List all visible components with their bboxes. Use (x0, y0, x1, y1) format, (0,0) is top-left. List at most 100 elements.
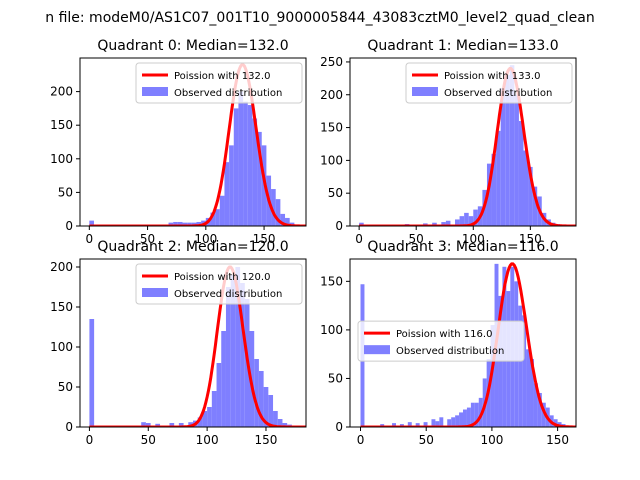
y-tick-label: 150 (50, 118, 73, 132)
legend: Poission with 132.0 Observed distribution (135, 62, 303, 104)
histogram-bar (532, 186, 538, 226)
histogram-bar (89, 220, 94, 226)
y-tick-label: 150 (320, 274, 343, 288)
x-tick-label: 50 (141, 433, 156, 447)
histogram-bar (423, 422, 428, 427)
y-tick-label: 50 (58, 185, 73, 199)
histogram-bar (182, 222, 188, 226)
histogram-bar (359, 222, 364, 226)
histogram-bar (211, 391, 217, 427)
x-tick-label: 50 (140, 232, 155, 246)
y-tick-label: 50 (328, 371, 343, 385)
x-tick-label: 50 (419, 433, 434, 447)
histogram-bar (514, 94, 519, 226)
axes-frame (349, 57, 577, 227)
y-tick-label: 100 (50, 152, 73, 166)
histogram-bar (233, 108, 239, 226)
x-tick-label: 0 (85, 232, 93, 246)
panel-quadrant-2: 0 50 100 150 0 50 100 150 200 Quadrant 2: Median=… (50, 239, 307, 447)
x-tick-label: 150 (255, 433, 278, 447)
histogram-bar (439, 417, 444, 427)
legend-box (405, 62, 573, 104)
histogram-bar (474, 402, 479, 427)
histogram-bar (533, 383, 538, 427)
histogram-bar (221, 331, 226, 427)
axes-title: Quadrant 1: Median=133.0 (367, 38, 558, 54)
legend: Poission with 116.0 Observed distribution (357, 320, 525, 362)
axes-title: Quadrant 0: Median=132.0 (97, 38, 288, 54)
histogram-bar (500, 88, 506, 226)
histogram-bar (216, 363, 222, 427)
figure-suptitle: n file: modeM0/AS1C07_001T10_9000005844_… (45, 10, 594, 26)
histogram-bar (541, 402, 546, 427)
histogram-bar (219, 195, 225, 226)
legend-bar-label: Observed distribution (444, 88, 552, 99)
histogram-bar (505, 75, 510, 226)
histogram-bar (230, 275, 236, 427)
legend-bar-label: Observed distribution (174, 289, 282, 300)
y-tick-label: 0 (335, 420, 343, 434)
histogram-bar (491, 153, 497, 226)
histogram-bar (187, 222, 192, 226)
histogram-bar (207, 407, 212, 427)
axes-title: Quadrant 2: Median=120.0 (97, 239, 288, 255)
histogram-bar (280, 213, 286, 226)
legend-bar-swatch (412, 87, 438, 96)
histogram-bar (224, 162, 230, 226)
x-tick-label: 0 (357, 433, 365, 447)
histogram-bar (257, 131, 262, 226)
x-tick-label: 150 (519, 232, 542, 246)
legend-line-label: Poission with 120.0 (174, 272, 270, 283)
x-tick-label: 100 (462, 232, 485, 246)
histogram-bar (459, 412, 463, 427)
y-tick-label: 250 (320, 55, 343, 69)
histogram-bar (155, 423, 161, 427)
histogram-bar (263, 387, 269, 427)
histogram-bar (145, 423, 151, 427)
panel-quadrant-0: 0 50 100 150 0 50 100 150 200 Quadrant 0: Median=… (50, 38, 307, 246)
histogram-bar (141, 422, 146, 427)
histogram-bar (240, 283, 245, 427)
histogram-bar (191, 222, 197, 226)
y-tick-label: 200 (320, 88, 343, 102)
histogram-bar (441, 222, 446, 226)
legend-bar-label: Observed distribution (174, 88, 282, 99)
legend-line-label: Poission with 133.0 (444, 71, 540, 82)
histogram-bar (268, 395, 274, 427)
histogram-bar (215, 209, 220, 226)
y-tick-label: 200 (50, 85, 73, 99)
poisson-curve (89, 265, 306, 427)
histogram-bar (243, 101, 248, 226)
histogram-bar (252, 118, 258, 226)
histogram-bar (415, 423, 420, 427)
histogram-bar (431, 419, 436, 427)
legend: Poission with 133.0 Observed distribution (405, 62, 573, 104)
legend-bar-swatch (142, 87, 168, 96)
histogram-bar (177, 221, 183, 226)
legend-box (135, 263, 303, 305)
histogram-bar (282, 423, 288, 427)
axes-title: Quadrant 3: Median=116.0 (367, 239, 558, 255)
y-tick-label: 100 (50, 340, 73, 354)
histogram-bar (89, 319, 95, 427)
legend-box (135, 62, 303, 104)
y-tick-label: 0 (65, 420, 73, 434)
histogram-bar (235, 267, 241, 427)
histogram-bar (451, 417, 456, 427)
histogram-bar (459, 216, 465, 226)
legend-bar-swatch (142, 288, 168, 297)
histogram-bar (210, 212, 216, 226)
histogram-bar (447, 419, 452, 427)
histogram-bar (464, 212, 469, 226)
histogram-bar (473, 209, 478, 226)
histogram-bar (432, 222, 437, 226)
histogram-bar (271, 189, 276, 226)
legend-line-label: Poission with 132.0 (174, 71, 270, 82)
histogram-bar (273, 411, 278, 427)
axes-frame (79, 57, 307, 227)
plot-area (89, 265, 306, 427)
histogram-bar (526, 349, 531, 427)
histogram-bar (196, 221, 202, 226)
panel-quadrant-3: 0 50 100 150 0 50 100 150 Quadrant 3: Median=116… (320, 239, 577, 447)
histogram-bar (455, 219, 460, 226)
